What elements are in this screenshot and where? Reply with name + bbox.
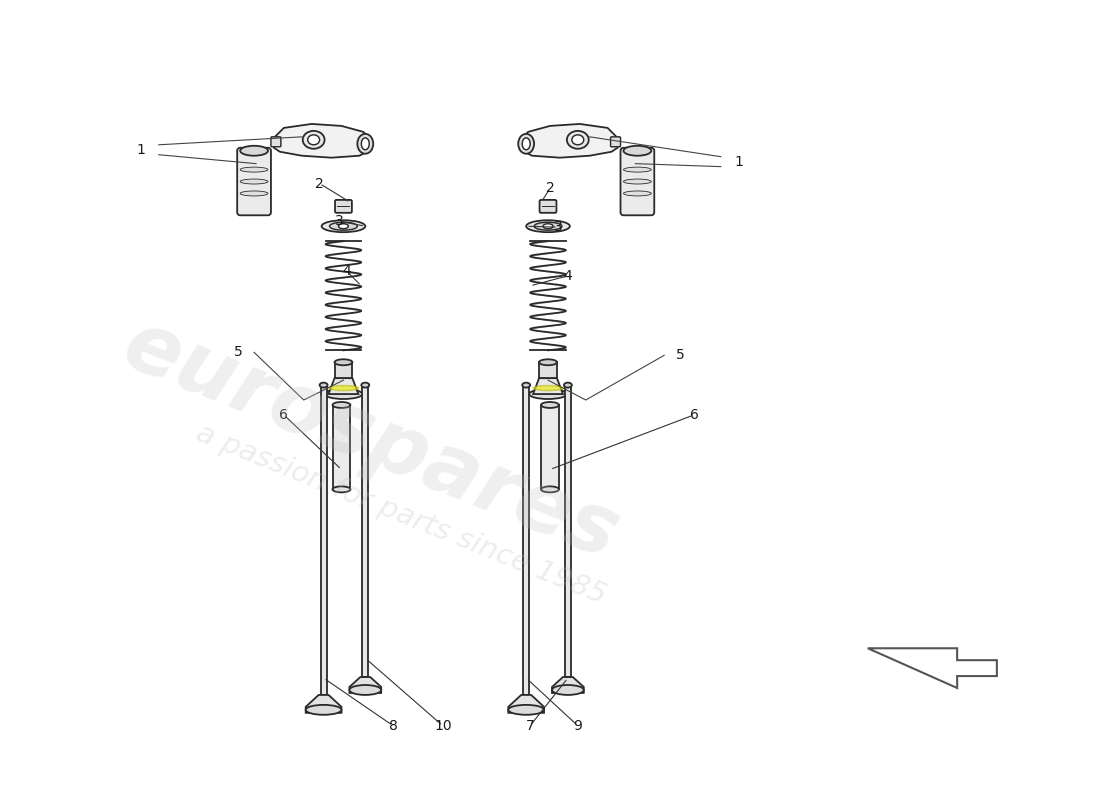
Ellipse shape bbox=[541, 486, 559, 492]
Text: 6: 6 bbox=[690, 408, 698, 422]
Ellipse shape bbox=[541, 402, 559, 408]
Text: 6: 6 bbox=[279, 408, 288, 422]
Ellipse shape bbox=[332, 402, 351, 408]
Ellipse shape bbox=[508, 705, 544, 714]
Text: 5: 5 bbox=[675, 348, 684, 362]
Ellipse shape bbox=[624, 179, 651, 184]
Ellipse shape bbox=[624, 146, 651, 156]
Bar bbox=[362, 385, 369, 677]
Text: 1: 1 bbox=[734, 154, 744, 169]
Bar bbox=[541, 405, 559, 490]
FancyBboxPatch shape bbox=[271, 137, 281, 146]
Ellipse shape bbox=[240, 167, 268, 172]
Ellipse shape bbox=[240, 179, 268, 184]
Polygon shape bbox=[534, 378, 563, 394]
Ellipse shape bbox=[522, 138, 530, 150]
Ellipse shape bbox=[518, 134, 535, 154]
Text: eurospares: eurospares bbox=[112, 303, 630, 576]
Text: 10: 10 bbox=[433, 718, 452, 733]
Text: 2: 2 bbox=[546, 182, 554, 195]
Ellipse shape bbox=[543, 224, 553, 229]
Bar bbox=[539, 362, 557, 378]
Ellipse shape bbox=[539, 359, 557, 366]
Ellipse shape bbox=[535, 222, 562, 230]
Bar bbox=[332, 405, 351, 490]
Ellipse shape bbox=[566, 131, 588, 149]
FancyBboxPatch shape bbox=[336, 200, 352, 213]
Text: 8: 8 bbox=[388, 718, 397, 733]
Ellipse shape bbox=[320, 382, 328, 387]
Text: 3: 3 bbox=[553, 220, 562, 234]
Ellipse shape bbox=[324, 389, 362, 399]
Ellipse shape bbox=[361, 382, 370, 387]
Ellipse shape bbox=[306, 705, 341, 714]
Ellipse shape bbox=[361, 138, 370, 150]
Polygon shape bbox=[508, 695, 544, 713]
Text: 7: 7 bbox=[526, 718, 535, 733]
Ellipse shape bbox=[564, 382, 572, 387]
FancyBboxPatch shape bbox=[540, 200, 557, 213]
Ellipse shape bbox=[240, 191, 268, 196]
FancyBboxPatch shape bbox=[610, 137, 620, 146]
Text: 5: 5 bbox=[234, 346, 243, 359]
Ellipse shape bbox=[624, 191, 651, 196]
Ellipse shape bbox=[624, 167, 651, 172]
Text: 1: 1 bbox=[136, 142, 145, 157]
Ellipse shape bbox=[522, 382, 530, 387]
Text: 2: 2 bbox=[316, 177, 324, 190]
Ellipse shape bbox=[526, 220, 570, 232]
Text: a passion for parts since 1985: a passion for parts since 1985 bbox=[191, 419, 610, 610]
Polygon shape bbox=[350, 677, 382, 693]
Bar bbox=[334, 362, 352, 378]
Text: 4: 4 bbox=[342, 264, 351, 278]
Ellipse shape bbox=[529, 389, 566, 399]
FancyBboxPatch shape bbox=[620, 148, 654, 215]
Text: 3: 3 bbox=[336, 214, 344, 228]
Polygon shape bbox=[306, 695, 341, 713]
Bar bbox=[565, 385, 571, 677]
Polygon shape bbox=[274, 124, 372, 158]
Ellipse shape bbox=[534, 386, 563, 390]
Ellipse shape bbox=[308, 135, 320, 145]
Polygon shape bbox=[552, 677, 584, 693]
Ellipse shape bbox=[240, 146, 268, 156]
Ellipse shape bbox=[302, 131, 324, 149]
Ellipse shape bbox=[321, 220, 365, 232]
Bar bbox=[524, 385, 529, 695]
Ellipse shape bbox=[332, 486, 351, 492]
Ellipse shape bbox=[358, 134, 373, 154]
Ellipse shape bbox=[330, 222, 358, 230]
Ellipse shape bbox=[572, 135, 584, 145]
Text: 4: 4 bbox=[563, 269, 572, 283]
Polygon shape bbox=[520, 124, 617, 158]
Ellipse shape bbox=[334, 359, 352, 366]
Polygon shape bbox=[329, 378, 359, 394]
Ellipse shape bbox=[329, 386, 359, 390]
FancyBboxPatch shape bbox=[238, 148, 271, 215]
Text: 9: 9 bbox=[573, 718, 582, 733]
Polygon shape bbox=[868, 648, 997, 688]
Ellipse shape bbox=[552, 685, 584, 695]
Bar bbox=[320, 385, 327, 695]
Ellipse shape bbox=[350, 685, 382, 695]
Ellipse shape bbox=[339, 224, 349, 229]
